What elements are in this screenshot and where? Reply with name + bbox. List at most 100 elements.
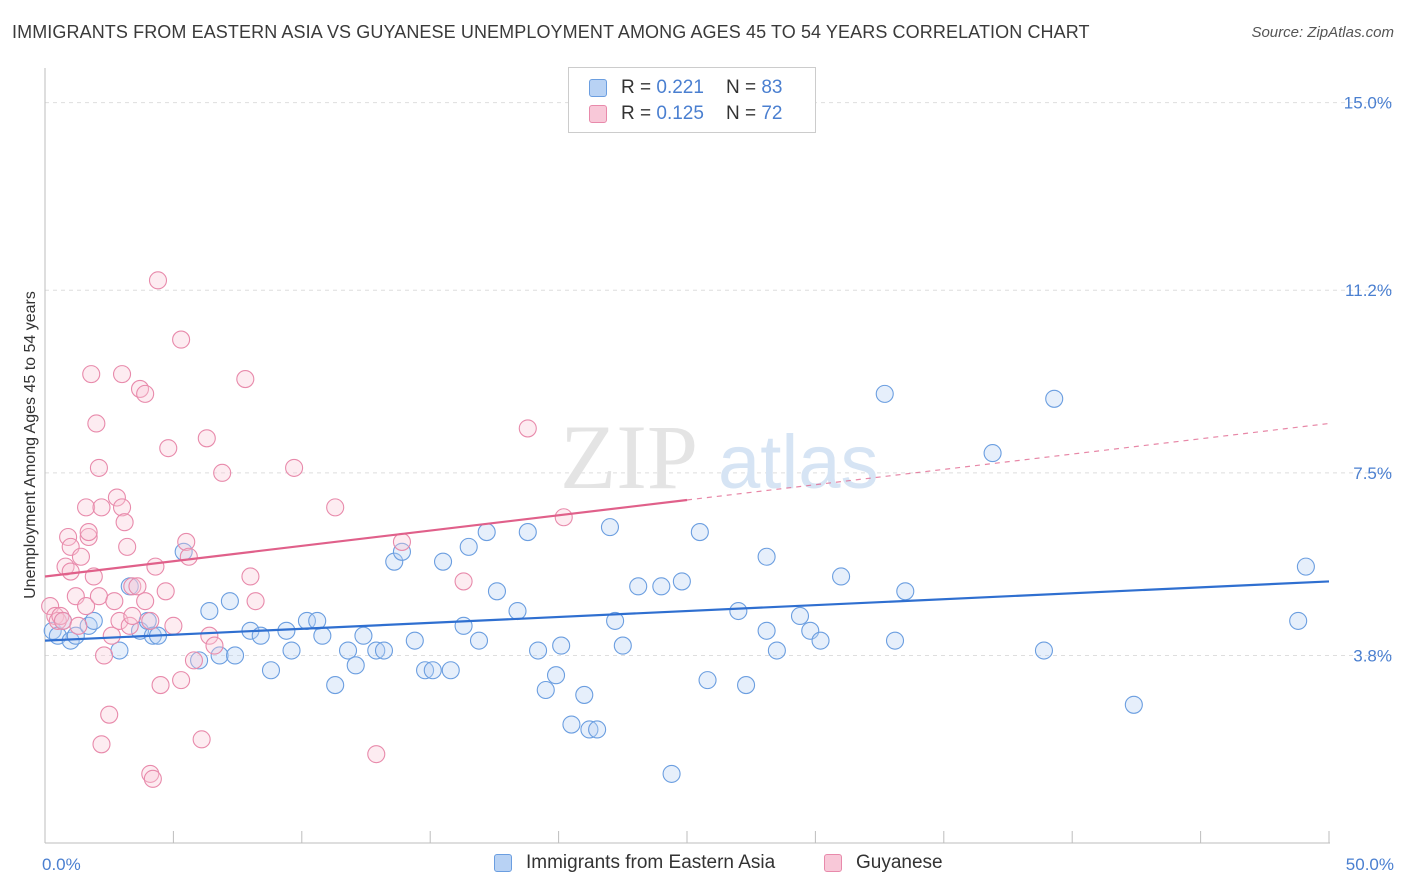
trend-lines	[44, 422, 1330, 642]
point-guyanese	[197, 429, 216, 448]
legend-blue-r-label: R =	[621, 77, 652, 98]
point-eastern-asia	[423, 661, 442, 680]
point-guyanese	[241, 567, 260, 586]
point-eastern-asia	[552, 636, 571, 655]
point-guyanese	[115, 513, 134, 532]
point-guyanese	[200, 626, 219, 645]
point-eastern-asia	[896, 582, 915, 601]
legend-pink-n-label: N =	[725, 103, 757, 124]
point-eastern-asia	[613, 636, 632, 655]
point-guyanese	[123, 606, 142, 626]
point-guyanese	[554, 508, 573, 527]
legend-blue-label: Immigrants from Eastern Asia	[526, 852, 776, 873]
point-eastern-asia	[1045, 389, 1064, 408]
legend-pink-r-label: R =	[621, 103, 652, 124]
x-tick-label: 0.0%	[42, 855, 81, 874]
point-guyanese	[130, 379, 150, 398]
point-eastern-asia	[469, 631, 489, 650]
point-guyanese	[112, 365, 132, 384]
point-eastern-asia	[536, 680, 555, 700]
data-points	[41, 271, 1315, 788]
point-eastern-asia	[698, 671, 717, 690]
point-eastern-asia	[672, 572, 691, 591]
point-guyanese	[77, 498, 96, 517]
point-guyanese	[146, 557, 165, 576]
point-eastern-asia	[729, 601, 748, 621]
point-eastern-asia	[690, 523, 709, 542]
point-guyanese	[107, 488, 126, 507]
legend-item-eastern-asia: Immigrants from Eastern Asia	[494, 852, 775, 874]
point-guyanese	[69, 616, 88, 635]
point-eastern-asia	[487, 582, 507, 601]
point-eastern-asia	[600, 518, 620, 537]
point-eastern-asia	[261, 661, 281, 680]
point-guyanese	[143, 769, 162, 788]
point-guyanese	[156, 582, 175, 601]
point-guyanese	[123, 577, 142, 596]
point-guyanese	[71, 547, 91, 566]
point-eastern-asia	[459, 537, 478, 556]
point-eastern-asia	[546, 666, 566, 685]
source-credit: Source: ZipAtlas.com	[1251, 24, 1394, 41]
point-eastern-asia	[757, 547, 776, 566]
point-eastern-asia	[392, 542, 412, 561]
point-guyanese	[141, 611, 160, 630]
point-eastern-asia	[767, 641, 786, 660]
point-eastern-asia	[405, 631, 424, 650]
point-guyanese	[141, 764, 160, 783]
point-guyanese	[179, 547, 198, 566]
point-eastern-asia	[416, 661, 435, 680]
point-guyanese	[454, 572, 473, 591]
watermark-atlas: atlas	[718, 420, 879, 505]
point-guyanese	[213, 463, 232, 482]
point-eastern-asia	[652, 577, 671, 596]
point-guyanese	[92, 498, 111, 517]
point-eastern-asia	[529, 641, 548, 660]
point-guyanese	[79, 527, 98, 547]
legend-blue-r-value: 0.221	[656, 77, 704, 98]
point-guyanese	[159, 439, 178, 458]
blue-swatch	[589, 79, 607, 97]
point-eastern-asia	[580, 720, 599, 739]
point-guyanese	[89, 458, 108, 477]
pink-swatch	[589, 105, 607, 123]
y-tick-label: 11.2%	[1345, 281, 1392, 300]
point-guyanese	[89, 587, 108, 606]
point-eastern-asia	[832, 567, 851, 586]
y-tick-label: 15.0%	[1344, 94, 1392, 113]
point-eastern-asia	[282, 641, 301, 660]
point-guyanese	[285, 458, 304, 477]
point-eastern-asia	[326, 676, 345, 695]
trend-line-guyanese	[44, 498, 688, 578]
point-eastern-asia	[225, 646, 245, 665]
point-guyanese	[184, 651, 203, 670]
legend-pink-label: Guyanese	[856, 852, 943, 873]
y-tick-label: 3.8%	[1353, 646, 1392, 665]
point-guyanese	[136, 384, 155, 403]
point-guyanese	[367, 745, 386, 764]
point-eastern-asia	[1289, 611, 1308, 630]
trend-line-eastern-asia	[44, 580, 1330, 642]
point-eastern-asia	[1296, 557, 1315, 576]
legend-item-guyanese: Guyanese	[824, 852, 943, 874]
legend-blue-n-label: N =	[725, 77, 757, 98]
point-guyanese	[172, 671, 191, 690]
point-eastern-asia	[662, 764, 681, 783]
legend-row-pink: R = 0.125 N = 72	[589, 102, 782, 126]
correlation-legend: R = 0.221 N = 83 R = 0.125 N = 72	[568, 67, 816, 133]
point-eastern-asia	[441, 661, 460, 680]
point-guyanese	[92, 735, 111, 754]
legend-blue-swatch	[494, 854, 512, 872]
point-eastern-asia	[433, 552, 453, 571]
point-eastern-asia	[454, 616, 473, 635]
point-eastern-asia	[606, 611, 625, 630]
point-guyanese	[164, 616, 183, 635]
point-eastern-asia	[811, 631, 830, 650]
point-guyanese	[128, 577, 147, 596]
legend-pink-r-value: 0.125	[656, 103, 704, 124]
legend-pink-n-value: 72	[761, 103, 783, 124]
point-eastern-asia	[575, 685, 594, 704]
point-guyanese	[79, 523, 98, 542]
point-eastern-asia	[477, 523, 496, 542]
